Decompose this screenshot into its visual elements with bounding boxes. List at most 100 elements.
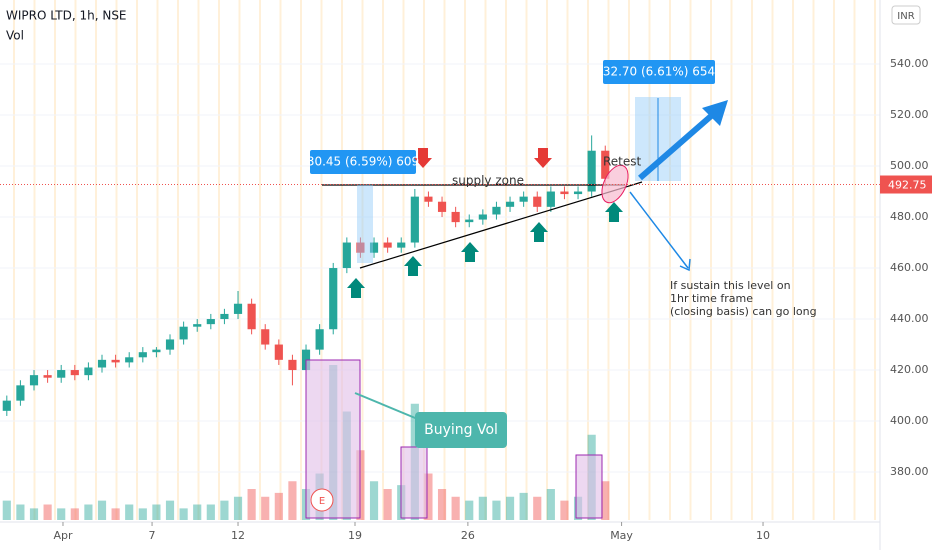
last-price-box [880,175,932,194]
candle-body [383,242,392,248]
candle-body [546,191,555,207]
candle-body [573,191,583,195]
measure-label: 32.70 (6.61%) 654 [603,65,715,79]
y-tick-label: 460.00 [890,261,929,274]
note-line: 1hr time frame [670,292,753,305]
currency-label: INR [897,11,914,22]
volume-bar [383,489,392,520]
candle-body [84,367,93,376]
volume-bar [165,500,175,520]
candle-body [369,242,379,253]
up-markers [347,202,623,298]
candle-body [356,242,365,253]
volume-bar [220,500,229,520]
last-price-label: 492.75 [888,179,927,192]
candle-body [261,329,270,345]
y-tick-label: 520.00 [890,108,929,121]
volume-bar [519,492,528,520]
y-tick-label: 480.00 [890,210,929,223]
volume-bar [57,508,66,520]
volume-bar [193,504,202,520]
down-arrow [629,191,689,269]
volume-bar [424,473,433,520]
candle-body [601,150,610,179]
x-tick-label: 26 [461,529,475,542]
candle-body [125,357,134,363]
candle-body [111,359,120,363]
volume-bar [2,500,11,520]
x-tick-label: 7 [149,529,156,542]
x-tick-label: 12 [231,529,245,542]
candle-body [165,339,175,350]
candle-body [179,326,188,340]
volume-bar [84,504,93,520]
candle-body [437,201,447,212]
candle-body [43,375,52,378]
earnings-label: E [319,496,325,507]
candle-body [492,206,501,215]
volume-bar [233,496,243,520]
supply-label: supply zone [452,174,524,188]
candle-body [505,201,515,207]
callout-text: Buying Vol [424,422,498,438]
currency-box [891,5,921,25]
y-tick-label: 380.00 [890,465,929,478]
y-tick-label: 540.00 [890,57,929,70]
volume-bar [261,496,270,520]
volume-bar [492,500,501,520]
candle-body [329,268,338,330]
volume-bar [206,504,215,520]
trend-line [359,181,643,269]
volume-bar [125,504,134,520]
volume-box [575,454,603,519]
y-tick-label: 420.00 [890,363,929,376]
candle-body [193,324,202,327]
candle-body [29,375,39,386]
candle-body [410,196,419,243]
y-tick-label: 500.00 [890,159,929,172]
chart-title: WIPRO LTD, 1h, NSE [6,9,127,23]
note-line: If sustain this level on [670,279,791,292]
volume-bar [288,481,297,520]
candle-body [152,349,161,353]
x-tick-label: Apr [53,529,73,542]
candle-body [220,313,229,320]
candle-body [478,214,487,220]
candle-body [233,303,243,314]
x-tick-label: 19 [348,529,362,542]
callout-box [415,412,507,448]
up-arrow-head [702,100,728,126]
measure-label-box [310,150,416,174]
volume-bar [111,508,120,520]
candle-body [451,211,460,223]
down-arrow-head [679,258,691,272]
note-line: (closing basis) can go long [670,305,817,318]
down-markers [414,148,552,168]
callout-pointer [354,392,421,421]
candle-body [315,329,324,350]
volume-bar [247,489,256,520]
candle-body [424,196,433,202]
candle-body [247,303,256,330]
volume-bar [179,508,188,520]
volume-bar [16,504,25,520]
earnings-marker [310,488,334,512]
volume-bar [274,492,283,520]
measure-label: 30.45 (6.59%) 609 [307,155,419,169]
candle-body [519,196,528,202]
volume-bar [533,496,542,520]
volume-bar [152,504,161,520]
x-tick-label: May [610,529,633,542]
candle-body [2,400,11,411]
volume-bar [138,508,147,520]
volume-bar [437,489,447,520]
candle-body [206,319,215,325]
volume-bar [97,500,107,520]
measure-label-box [603,60,715,84]
candle-body [70,370,79,376]
candle-body [587,150,596,192]
candle-body [138,352,147,358]
volume-box [400,446,428,519]
x-tick-label: 10 [756,529,770,542]
